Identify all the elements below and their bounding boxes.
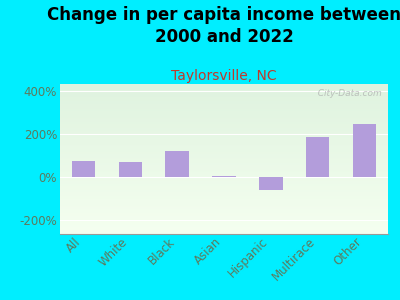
Text: Change in per capita income between
2000 and 2022: Change in per capita income between 2000… xyxy=(47,6,400,46)
Bar xyxy=(72,161,95,177)
Bar xyxy=(166,151,189,177)
Text: Taylorsville, NC: Taylorsville, NC xyxy=(171,69,277,83)
Bar xyxy=(212,176,236,177)
Bar xyxy=(306,137,330,177)
Bar xyxy=(259,177,282,190)
Bar xyxy=(118,162,142,177)
Text: City-Data.com: City-Data.com xyxy=(312,88,382,98)
Bar xyxy=(353,124,376,177)
